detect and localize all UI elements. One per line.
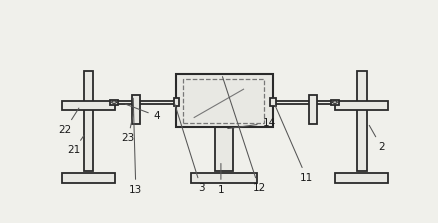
Bar — [132, 95, 140, 124]
Bar — [214, 109, 233, 171]
Bar — [173, 98, 179, 106]
Bar — [356, 71, 366, 171]
Bar — [84, 71, 93, 171]
Bar — [175, 74, 272, 127]
Bar — [191, 173, 257, 183]
Bar — [335, 101, 387, 110]
Text: 13: 13 — [129, 98, 142, 195]
Bar — [62, 101, 115, 110]
Text: 23: 23 — [121, 114, 134, 143]
Bar — [309, 95, 316, 124]
Bar — [330, 100, 338, 105]
Text: 22: 22 — [58, 108, 79, 135]
Bar — [183, 79, 264, 123]
Text: 21: 21 — [67, 136, 84, 155]
Text: 11: 11 — [275, 105, 313, 183]
Circle shape — [111, 101, 116, 103]
Text: 2: 2 — [368, 125, 384, 152]
Bar — [270, 98, 275, 106]
Bar — [335, 173, 387, 183]
Text: 3: 3 — [174, 104, 204, 193]
Bar — [110, 100, 117, 105]
Text: 12: 12 — [222, 77, 265, 193]
Bar — [62, 173, 115, 183]
Circle shape — [332, 101, 336, 103]
Text: 14: 14 — [227, 118, 275, 128]
Text: 4: 4 — [125, 104, 160, 121]
Text: 1: 1 — [217, 163, 224, 195]
